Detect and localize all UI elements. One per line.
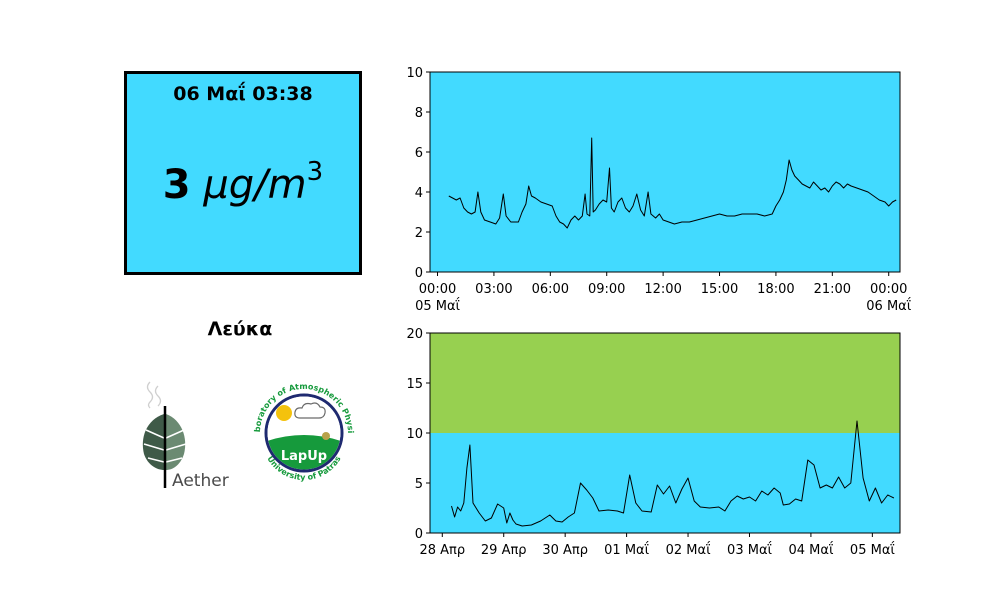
x-tick-label: 29 Απρ [481, 543, 527, 558]
x-tick-sublabel: 05 Μαΐ [415, 298, 460, 314]
x-tick-label: 03 Μαΐ [727, 542, 772, 558]
reading-value-line: 3 μg/m3 [127, 148, 359, 209]
chart-top-background [430, 72, 900, 272]
x-tick-label: 00:00 [419, 282, 456, 297]
lapup-center-text: LapUp [281, 449, 327, 464]
chart-top-frame [429, 71, 901, 273]
aether-leaf-icon [142, 414, 186, 470]
y-tick-label: 10 [406, 427, 423, 442]
tree-icon [322, 432, 330, 440]
y-tick-label: 15 [406, 377, 423, 392]
y-tick-label: 2 [415, 226, 423, 241]
cloud-icon [294, 402, 326, 419]
y-tick-label: 0 [415, 527, 423, 542]
x-tick-label: 01 Μαΐ [604, 542, 649, 558]
chart-top-yaxis: 0 2 4 6 8 10 [406, 66, 430, 281]
location-name: Λεύκα [207, 318, 273, 340]
chart-bottom-series-line [451, 420, 895, 527]
chart-bottom-upper-band [430, 333, 900, 433]
y-tick-label: 10 [406, 66, 423, 81]
reading-timestamp: 06 Μαΐ 03:38 [173, 83, 313, 105]
y-tick-label: 8 [415, 106, 423, 121]
x-tick-label: 03:00 [475, 282, 512, 297]
chart-bottom-xaxis: 28 Απρ 29 Απρ 30 Απρ 01 Μαΐ 02 Μαΐ 03 Μαΐ 04 Μ… [419, 533, 895, 558]
reading-unit-exponent: 3 [306, 157, 324, 187]
y-tick-label: 6 [415, 146, 423, 161]
reading-value: 3 [162, 162, 191, 208]
x-tick-label: 02 Μαΐ [666, 542, 711, 558]
x-tick-label: 04 Μαΐ [788, 542, 833, 558]
y-tick-label: 5 [415, 477, 423, 492]
chart-bottom-lower-band [430, 433, 900, 533]
x-tick-label: 15:00 [701, 282, 738, 297]
y-tick-label: 0 [415, 266, 423, 281]
aether-logo-text: Aether [172, 471, 229, 491]
x-tick-label: 09:00 [588, 282, 625, 297]
x-tick-label: 06:00 [532, 282, 569, 297]
y-tick-label: 4 [415, 186, 423, 201]
lapup-seal-logo: Laboratory of Atmospheric Physics Univer… [246, 376, 359, 488]
chart-bottom-yaxis: 0 5 10 15 20 [406, 327, 430, 542]
reading-unit-base: μg/m [203, 162, 307, 208]
x-tick-label: 30 Απρ [542, 543, 588, 558]
x-tick-label: 00:00 [870, 282, 907, 297]
x-tick-sublabel: 06 Μαΐ [866, 298, 911, 314]
aether-steam-icon [146, 381, 162, 409]
y-tick-label: 20 [406, 327, 423, 342]
reading-unit: μg/m3 [203, 157, 323, 208]
x-tick-label: 21:00 [814, 282, 851, 297]
sun-icon [276, 405, 292, 421]
current-reading-box: 06 Μαΐ 03:38 3 μg/m3 [124, 71, 362, 275]
x-tick-label: 28 Απρ [419, 543, 465, 558]
aether-leaf-logo: Aether [142, 381, 229, 491]
chart-top-series-line [448, 137, 897, 229]
x-tick-label: 05 Μαΐ [850, 542, 895, 558]
x-tick-label: 18:00 [757, 282, 794, 297]
x-tick-label: 12:00 [644, 282, 681, 297]
